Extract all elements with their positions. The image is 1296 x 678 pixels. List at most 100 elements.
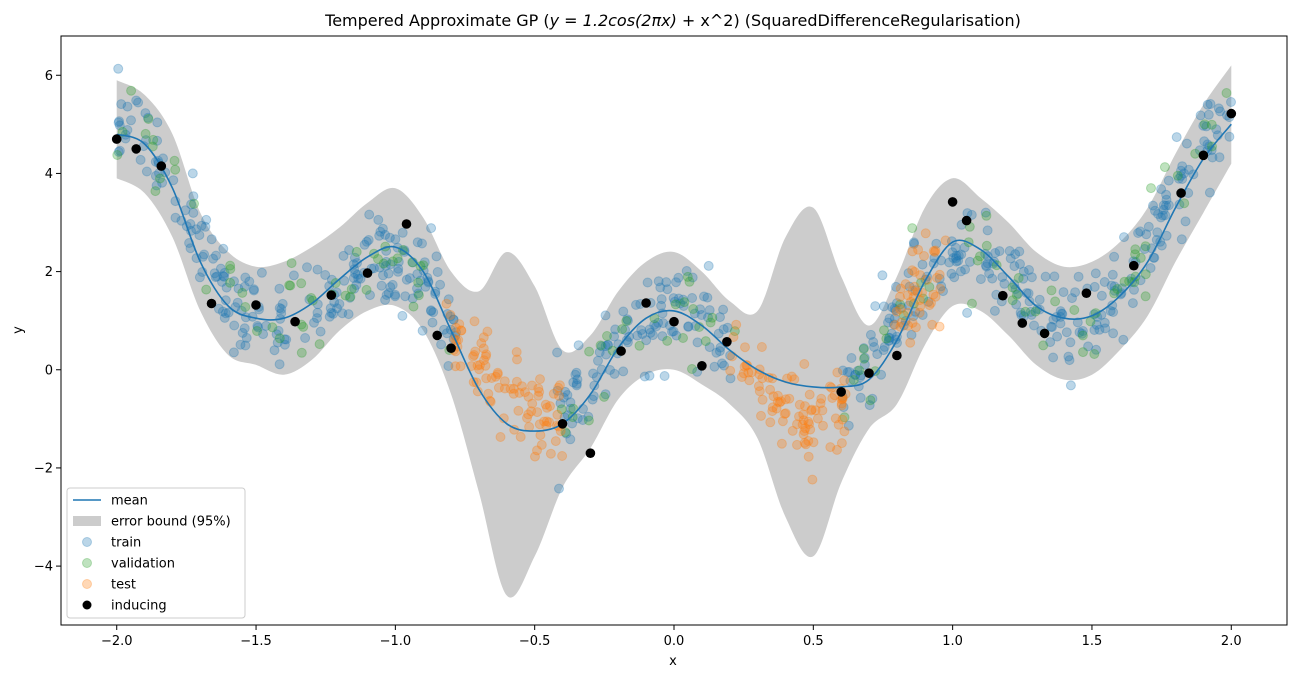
legend-swatch-train xyxy=(82,537,92,547)
train-point xyxy=(350,268,361,279)
train-point xyxy=(982,225,993,236)
validation-point xyxy=(373,254,383,264)
train-point xyxy=(432,267,443,277)
test-point xyxy=(535,374,545,385)
test-point xyxy=(553,382,564,393)
train-point xyxy=(380,260,391,271)
train-point xyxy=(642,277,653,288)
test-point xyxy=(725,365,736,376)
test-point xyxy=(743,367,754,378)
validation-point xyxy=(918,293,929,304)
train-point xyxy=(1055,318,1066,329)
train-point xyxy=(217,306,228,317)
train-point xyxy=(657,331,668,342)
train-point xyxy=(288,270,299,281)
train-point xyxy=(412,283,422,294)
test-point xyxy=(478,332,489,343)
train-point xyxy=(445,311,456,322)
test-point xyxy=(441,298,452,309)
test-point xyxy=(545,401,555,412)
train-point xyxy=(946,268,957,279)
validation-point xyxy=(729,326,740,337)
test-point xyxy=(825,381,835,392)
validation-point xyxy=(112,150,123,160)
validation-point xyxy=(1130,244,1141,255)
train-point xyxy=(1018,266,1029,277)
test-point xyxy=(479,355,489,366)
train-point xyxy=(1090,268,1101,279)
test-point xyxy=(757,373,768,384)
train-point xyxy=(363,235,374,245)
train-point xyxy=(843,420,854,431)
train-point xyxy=(1181,138,1192,149)
x-tick-label: −0.5 xyxy=(519,634,551,649)
test-point xyxy=(919,251,929,261)
train-point xyxy=(417,325,428,336)
validation-point xyxy=(1007,282,1018,293)
train-point xyxy=(889,303,900,314)
test-point xyxy=(550,436,561,447)
test-point xyxy=(756,342,767,352)
test-point xyxy=(940,235,951,246)
train-point xyxy=(374,262,385,273)
train-point xyxy=(1091,319,1102,330)
validation-point xyxy=(634,340,645,351)
test-point xyxy=(818,420,828,431)
train-point xyxy=(349,264,360,275)
test-point xyxy=(728,332,739,342)
train-point xyxy=(436,339,447,350)
train-point xyxy=(609,331,620,342)
train-point xyxy=(1077,328,1088,339)
inducing-point xyxy=(401,219,412,229)
test-point xyxy=(920,228,931,239)
y-tick-label: −2 xyxy=(34,461,53,476)
train-point xyxy=(1067,293,1077,304)
test-point xyxy=(480,351,491,362)
train-point xyxy=(596,341,607,352)
train-point xyxy=(272,337,283,348)
test-point xyxy=(777,416,788,427)
validation-point xyxy=(1112,284,1123,294)
test-point xyxy=(803,451,814,462)
train-point xyxy=(938,286,948,297)
train-point xyxy=(274,359,285,370)
test-point xyxy=(930,291,941,302)
train-point xyxy=(1141,229,1152,240)
test-point xyxy=(490,371,501,382)
train-point xyxy=(376,280,387,291)
train-point xyxy=(1150,205,1160,216)
train-point xyxy=(150,170,161,181)
train-point xyxy=(1058,287,1069,298)
validation-point xyxy=(859,353,869,364)
test-point xyxy=(456,325,467,336)
validation-point xyxy=(621,316,632,326)
train-point xyxy=(671,277,681,288)
test-point xyxy=(797,419,808,430)
train-point xyxy=(277,298,288,309)
train-point xyxy=(934,273,945,284)
train-point xyxy=(240,340,251,351)
test-point xyxy=(792,419,802,430)
test-point xyxy=(800,401,810,412)
validation-point xyxy=(684,276,695,287)
train-point xyxy=(373,214,384,225)
test-point xyxy=(767,402,778,413)
test-point xyxy=(740,342,750,353)
train-point xyxy=(622,314,633,325)
train-point xyxy=(407,293,418,304)
train-point xyxy=(113,63,124,74)
test-point xyxy=(804,389,815,400)
train-point xyxy=(122,125,133,135)
validation-point xyxy=(225,264,236,274)
test-point xyxy=(533,383,544,394)
validation-point xyxy=(284,280,295,291)
train-point xyxy=(352,269,363,280)
train-point xyxy=(1163,200,1174,211)
train-point xyxy=(715,342,726,353)
validation-point xyxy=(595,340,606,351)
train-point xyxy=(906,329,917,340)
test-point xyxy=(895,291,905,302)
test-point xyxy=(825,442,836,453)
test-point xyxy=(926,297,936,308)
test-point xyxy=(798,409,809,420)
